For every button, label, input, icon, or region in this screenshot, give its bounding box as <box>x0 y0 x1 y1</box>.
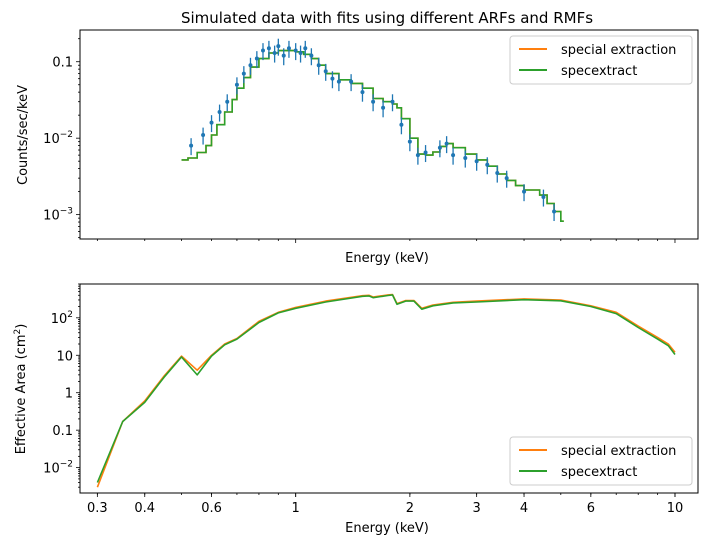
data-point <box>266 46 271 51</box>
y-tick-label: 10−2 <box>43 460 73 477</box>
data-point <box>217 109 222 114</box>
x-tick-label: 4 <box>520 501 528 516</box>
data-point <box>189 143 194 148</box>
x-tick-label: 1 <box>292 501 300 516</box>
data-point <box>293 48 298 53</box>
data-point <box>552 209 557 214</box>
x-tick-label: 0.3 <box>87 501 108 516</box>
arf-legend-label-special: special extraction <box>561 444 676 459</box>
data-point <box>390 99 395 104</box>
spectrum-panel: Simulated data with fits using different… <box>16 9 699 266</box>
data-point <box>522 189 527 194</box>
x-tick-label: 0.6 <box>201 501 222 516</box>
data-point <box>415 153 420 158</box>
arf-panel: 0.3 0.4 0.6 1 2 3 4 6 10 10−2 0.1 1 10 102 Energy (ke… <box>13 283 699 536</box>
data-point <box>254 56 259 61</box>
arf-legend-label-specextract: specextract <box>561 465 637 480</box>
data-point <box>209 120 214 125</box>
spectrum-xlabel: Energy (keV) <box>345 251 429 266</box>
data-point <box>495 171 500 176</box>
data-point <box>225 99 230 104</box>
data-point <box>349 79 354 84</box>
x-tick-label: 10 <box>667 501 684 516</box>
y-tick-label: 102 <box>51 310 73 327</box>
data-point <box>541 195 546 200</box>
spectrum-legend-label-special: special extraction <box>561 43 676 58</box>
arf-frame <box>79 283 699 494</box>
spectrum-ylabel: Counts/sec/keV <box>16 85 31 185</box>
spectrum-model-lines <box>181 49 564 222</box>
data-point <box>371 99 376 104</box>
x-tick-label: 2 <box>406 501 414 516</box>
data-point <box>381 105 386 110</box>
data-point <box>323 69 328 74</box>
data-point <box>272 51 277 56</box>
data-point <box>360 90 365 95</box>
arf-legend: special extraction specextract <box>509 436 693 486</box>
data-point <box>437 145 442 150</box>
y-tick-label: 10−3 <box>43 207 73 224</box>
arf-xlabel: Energy (keV) <box>345 521 429 536</box>
data-point <box>276 44 281 49</box>
data-point <box>309 53 314 58</box>
data-point <box>330 76 335 81</box>
y-tick-label: 0.1 <box>52 56 73 71</box>
spectrum-data-points <box>189 38 557 222</box>
y-tick-label: 10 <box>56 349 73 364</box>
data-point <box>234 82 239 87</box>
data-point <box>444 141 449 146</box>
arf-line-specextract <box>96 294 676 483</box>
data-point <box>485 162 490 167</box>
data-point <box>298 51 303 56</box>
x-tick-label: 3 <box>473 501 481 516</box>
spectrum-legend-label-specextract: specextract <box>561 64 637 79</box>
arf-ylabel-prefix: Effective Area (cm <box>14 335 29 455</box>
arf-legend-box <box>509 436 693 486</box>
data-point <box>399 122 404 127</box>
arf-lines <box>96 293 676 488</box>
spectrum-frame <box>79 29 699 240</box>
y-tick-label: 10−2 <box>43 130 73 147</box>
x-tick-label: 0.4 <box>134 501 155 516</box>
data-point <box>451 153 456 158</box>
arf-ylabel-suffix: ) <box>14 324 29 329</box>
data-point <box>248 63 253 68</box>
data-point <box>241 71 246 76</box>
spectrum-model-line-specextract <box>181 49 564 222</box>
x-tick-label: 6 <box>587 501 595 516</box>
data-point <box>316 63 321 68</box>
data-point <box>407 139 412 144</box>
arf-ylabel: Effective Area (cm2) <box>13 324 29 455</box>
arf-ylabel-sup: 2 <box>13 329 23 335</box>
data-point <box>303 46 308 51</box>
spectrum-legend: special extraction specextract <box>509 35 693 85</box>
y-tick-label: 0.1 <box>52 424 73 439</box>
y-tick-label: 1 <box>65 387 73 402</box>
spectrum-title: Simulated data with fits using different… <box>181 9 593 27</box>
data-point <box>463 156 468 161</box>
data-point <box>286 46 291 51</box>
data-point <box>504 176 509 181</box>
data-point <box>201 133 206 138</box>
data-point <box>423 150 428 155</box>
spectrum-legend-box <box>509 35 693 85</box>
data-point <box>260 48 265 53</box>
data-point <box>474 159 479 164</box>
data-point <box>281 53 286 58</box>
data-point <box>336 79 341 84</box>
